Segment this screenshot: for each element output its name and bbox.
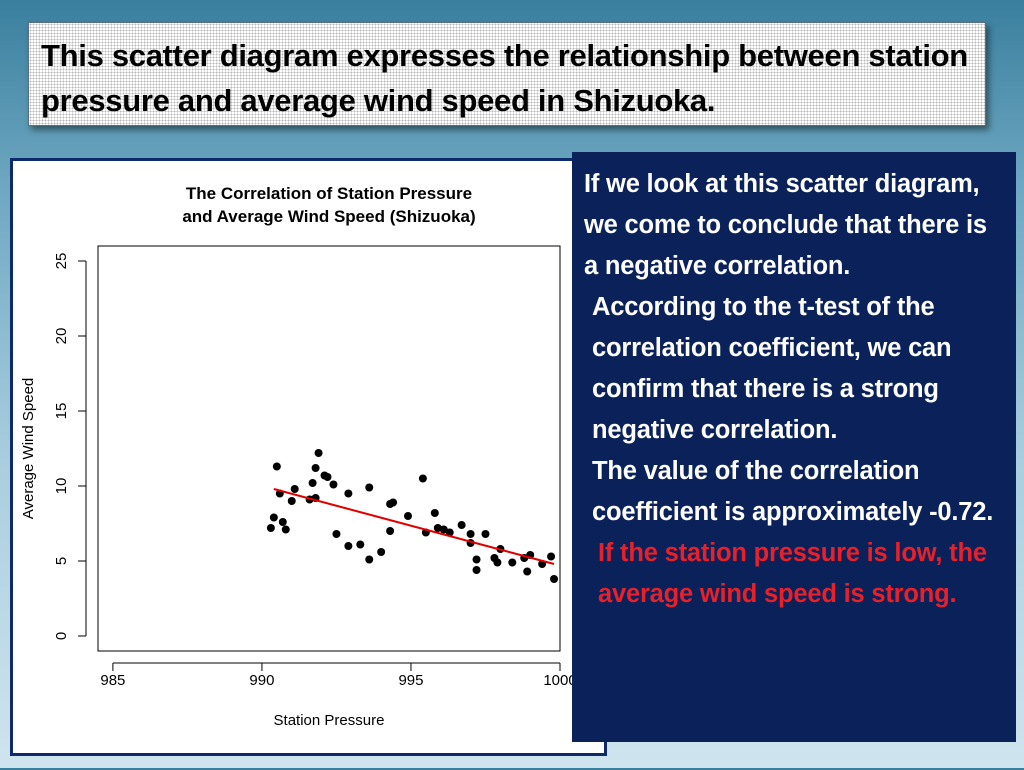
data-point <box>365 555 374 564</box>
data-point <box>290 485 299 493</box>
data-point <box>314 449 323 457</box>
data-point <box>481 530 490 538</box>
data-point <box>457 521 466 529</box>
data-point <box>403 512 412 520</box>
data-point <box>329 480 338 489</box>
explanation-paragraph-1: If we look at this scatter diagram, we c… <box>584 170 987 280</box>
data-point <box>356 540 365 549</box>
trend-line <box>273 488 555 565</box>
data-point <box>308 479 317 487</box>
data-point <box>523 567 532 576</box>
data-point <box>344 542 353 550</box>
data-point <box>430 509 439 517</box>
y-tick-label: 15 <box>53 403 70 420</box>
chart-frame: The Correlation of Station Pressure and A… <box>10 158 607 756</box>
y-tick-label: 0 <box>53 632 70 640</box>
chart-title-line: The Correlation of Station Pressure <box>186 184 472 203</box>
data-point <box>344 489 353 498</box>
y-tick-label: 5 <box>53 557 70 565</box>
data-point <box>418 474 427 483</box>
data-point <box>508 558 517 567</box>
data-point <box>365 483 374 492</box>
data-point <box>332 530 341 538</box>
data-point <box>550 575 559 583</box>
slide-heading: This scatter diagram expresses the relat… <box>41 38 968 118</box>
data-point <box>466 530 475 538</box>
y-tick-label: 25 <box>53 253 70 270</box>
data-point <box>439 525 448 534</box>
data-point <box>287 497 296 505</box>
x-tick-label: 990 <box>249 672 274 689</box>
plot-area-border <box>97 245 561 652</box>
data-point <box>323 473 332 481</box>
data-point <box>445 528 454 537</box>
x-axis-label: Station Pressure <box>274 712 385 729</box>
data-point <box>377 548 386 556</box>
x-tick-label: 995 <box>398 672 423 689</box>
data-point <box>386 527 395 535</box>
slide-heading-box: This scatter diagram expresses the relat… <box>28 22 986 126</box>
data-point <box>278 518 287 526</box>
chart-title-line: and Average Wind Speed (Shizuoka) <box>182 207 475 226</box>
data-point <box>493 558 502 567</box>
x-tick-label: 985 <box>100 672 125 689</box>
data-point <box>311 464 320 472</box>
y-tick-label: 10 <box>53 478 70 495</box>
x-tick-label: 1000 <box>543 672 576 689</box>
data-point <box>389 498 398 507</box>
y-tick-label: 20 <box>53 328 70 345</box>
data-point <box>547 552 556 561</box>
explanation-panel: If we look at this scatter diagram, we c… <box>572 152 1016 742</box>
data-point <box>472 555 481 564</box>
data-point <box>269 513 278 522</box>
explanation-paragraph-3: The value of the correlation coefficient… <box>592 457 994 526</box>
data-point <box>281 525 290 534</box>
scatter-chart: The Correlation of Station Pressure and A… <box>20 184 577 729</box>
data-point <box>272 462 281 471</box>
explanation-paragraph-2: According to the t-test of the correlati… <box>592 293 952 444</box>
data-point <box>472 566 481 574</box>
y-axis-label: Average Wind Speed <box>20 378 37 519</box>
explanation-conclusion: If the station pressure is low, the aver… <box>598 539 987 608</box>
data-point <box>266 524 275 532</box>
